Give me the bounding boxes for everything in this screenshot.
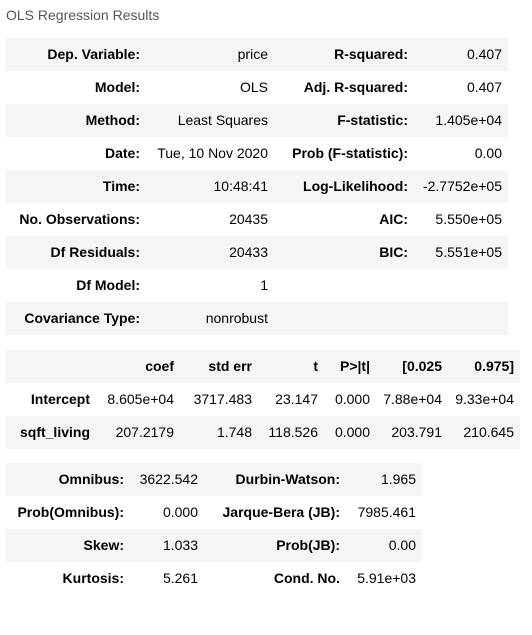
stat-value: -2.7752e+05: [414, 170, 508, 203]
table-cell: 1.748: [180, 416, 258, 449]
stat-label: Df Model:: [76, 277, 140, 293]
table-row: Kurtosis: 5.261 Cond. No. 5.91e+03: [6, 562, 422, 595]
stat-value: 0.00: [474, 145, 502, 161]
row-label: sqft_living: [6, 416, 96, 449]
stat-value: 5.551e+05: [414, 236, 508, 269]
stat-value: 5.550e+05: [435, 211, 502, 227]
table-row: Skew: 1.033 Prob(JB): 0.00: [6, 529, 422, 562]
table-row: Covariance Type: nonrobust: [6, 302, 508, 335]
table-row: No. Observations: 20435 AIC: 5.550e+05: [6, 203, 508, 236]
column-header: coef: [96, 350, 180, 383]
stat-value: 7985.461: [357, 504, 416, 520]
stat-label: Prob(Omnibus):: [17, 504, 124, 520]
stat-label: [274, 269, 414, 302]
stat-label: Omnibus:: [6, 463, 130, 496]
stat-label: Time:: [6, 170, 146, 203]
table-row: Omnibus: 3622.542 Durbin-Watson: 1.965: [6, 463, 422, 496]
stat-value: 1.965: [346, 463, 422, 496]
table-cell: 7.88e+04: [383, 391, 442, 407]
stat-label: Covariance Type:: [6, 302, 146, 335]
stat-value: OLS: [239, 79, 268, 95]
stat-value: 0.407: [466, 79, 502, 95]
stat-label: Model:: [94, 79, 140, 95]
stat-value: nonrobust: [146, 302, 274, 335]
stat-label: Skew:: [6, 529, 130, 562]
stat-value: 10:48:41: [146, 170, 274, 203]
table-header-row: coef std err t P>|t| [0.025 0.975]: [6, 350, 520, 383]
stat-label: Dep. Variable:: [6, 38, 146, 71]
column-header: P>|t|: [324, 350, 376, 383]
stat-label: Df Residuals:: [6, 236, 146, 269]
model-summary-table: Dep. Variable: price R-squared: 0.407 Mo…: [6, 38, 508, 335]
stat-label: Kurtosis:: [62, 570, 124, 586]
table-cell: 203.791: [376, 416, 448, 449]
stat-label: Jarque-Bera (JB):: [222, 504, 340, 520]
table-row: Df Residuals: 20433 BIC: 5.551e+05: [6, 236, 508, 269]
stat-label: No. Observations:: [19, 211, 140, 227]
table-row: Time: 10:48:41 Log-Likelihood: -2.7752e+…: [6, 170, 508, 203]
column-header: [0.025: [376, 350, 448, 383]
table-row: sqft_living 207.2179 1.748 118.526 0.000…: [6, 416, 520, 449]
table-row: Intercept 8.605e+04 3717.483 23.147 0.00…: [6, 383, 520, 416]
table-cell: 9.33e+04: [455, 391, 514, 407]
coefficients-table: coef std err t P>|t| [0.025 0.975] Inter…: [6, 350, 520, 449]
stat-value: 3622.542: [130, 463, 204, 496]
stat-value: [414, 269, 508, 302]
stat-label: Durbin-Watson:: [204, 463, 346, 496]
column-header: 0.975]: [448, 350, 520, 383]
table-row: Date: Tue, 10 Nov 2020 Prob (F-statistic…: [6, 137, 508, 170]
stat-label: Log-Likelihood:: [274, 170, 414, 203]
stat-value: 1: [260, 277, 268, 293]
table-cell: 0.000: [324, 416, 376, 449]
table-cell: 23.147: [275, 391, 318, 407]
table-row: Df Model: 1: [6, 269, 508, 302]
stat-label: AIC:: [379, 211, 408, 227]
table-row: Model: OLS Adj. R-squared: 0.407: [6, 71, 508, 104]
row-label: Intercept: [30, 391, 90, 407]
column-header: t: [258, 350, 324, 383]
stat-label: Prob(JB):: [204, 529, 346, 562]
table-caption: OLS Regression Results: [6, 7, 160, 23]
stat-value: 0.00: [346, 529, 422, 562]
stat-value: 0.407: [414, 38, 508, 71]
stat-value: [414, 302, 508, 335]
column-header: std err: [180, 350, 258, 383]
table-cell: 3717.483: [193, 391, 252, 407]
stat-label: Adj. R-squared:: [303, 79, 408, 95]
stat-value: 1.033: [130, 529, 204, 562]
table-row: Prob(Omnibus): 0.000 Jarque-Bera (JB): 7…: [6, 496, 422, 529]
stat-label: F-statistic:: [274, 104, 414, 137]
stat-value: price: [146, 38, 274, 71]
stat-value: 20435: [229, 211, 268, 227]
stat-value: 20433: [146, 236, 274, 269]
stat-label: [274, 302, 414, 335]
stat-label: Method:: [6, 104, 146, 137]
stat-value: 1.405e+04: [414, 104, 508, 137]
stat-label: R-squared:: [274, 38, 414, 71]
table-cell: 210.645: [448, 416, 520, 449]
diagnostics-table: Omnibus: 3622.542 Durbin-Watson: 1.965 P…: [6, 463, 422, 595]
stat-label: BIC:: [274, 236, 414, 269]
stat-label: Cond. No.: [273, 570, 340, 586]
stat-value: Tue, 10 Nov 2020: [157, 145, 268, 161]
table-row: Method: Least Squares F-statistic: 1.405…: [6, 104, 508, 137]
stat-value: 0.000: [162, 504, 198, 520]
stat-label: Prob (F-statistic):: [292, 145, 408, 161]
table-cell: 207.2179: [96, 416, 180, 449]
stat-value: 5.261: [162, 570, 198, 586]
table-row: Dep. Variable: price R-squared: 0.407: [6, 38, 508, 71]
column-header: [6, 350, 96, 383]
stat-value: Least Squares: [146, 104, 274, 137]
table-cell: 8.605e+04: [107, 391, 174, 407]
stat-label: Date:: [104, 145, 140, 161]
table-cell: 118.526: [258, 416, 324, 449]
stat-value: 5.91e+03: [357, 570, 416, 586]
table-cell: 0.000: [334, 391, 370, 407]
